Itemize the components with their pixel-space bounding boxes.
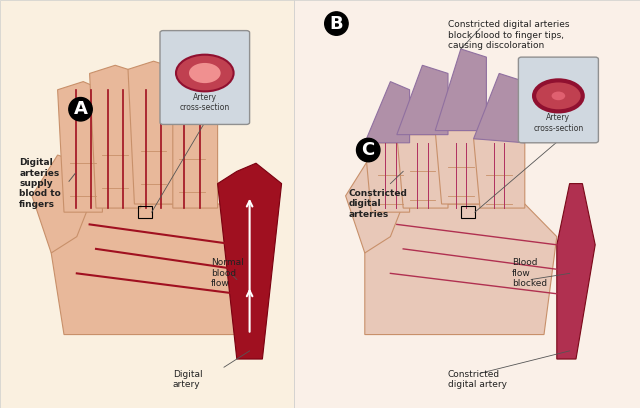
Polygon shape <box>365 143 410 212</box>
Polygon shape <box>128 61 179 204</box>
Bar <box>294 0 640 408</box>
Polygon shape <box>218 163 282 359</box>
Text: A: A <box>74 100 88 118</box>
Circle shape <box>176 55 234 91</box>
Polygon shape <box>397 135 448 208</box>
Text: C: C <box>362 141 375 159</box>
Polygon shape <box>474 73 525 143</box>
Polygon shape <box>365 82 410 143</box>
Circle shape <box>552 91 565 100</box>
Polygon shape <box>32 155 90 253</box>
Text: Artery
cross-section: Artery cross-section <box>533 113 584 133</box>
Bar <box>138 206 152 218</box>
Polygon shape <box>90 65 141 208</box>
FancyBboxPatch shape <box>518 57 598 143</box>
Text: B: B <box>330 15 343 33</box>
Text: Digital
arteries
supply
blood to
fingers: Digital arteries supply blood to fingers <box>19 158 61 209</box>
Bar <box>461 206 475 218</box>
Text: Digital
artery: Digital artery <box>173 370 202 389</box>
Bar <box>0 0 294 408</box>
FancyBboxPatch shape <box>160 31 250 124</box>
Polygon shape <box>173 78 218 208</box>
Polygon shape <box>365 204 557 335</box>
Text: Constricted
digital artery: Constricted digital artery <box>448 370 507 389</box>
Text: Constricted digital arteries
block blood to finger tips,
causing discoloration: Constricted digital arteries block blood… <box>448 20 570 50</box>
Polygon shape <box>435 131 486 204</box>
Polygon shape <box>435 49 486 131</box>
Circle shape <box>189 63 221 83</box>
Text: Blood
flow
blocked: Blood flow blocked <box>512 258 547 288</box>
Text: Normal
blood
flow: Normal blood flow <box>211 258 244 288</box>
Polygon shape <box>474 139 525 208</box>
Polygon shape <box>557 184 595 359</box>
Polygon shape <box>51 204 256 335</box>
Text: Artery
cross-section: Artery cross-section <box>180 93 230 112</box>
Polygon shape <box>397 65 448 135</box>
Text: Constricted
digital
arteries: Constricted digital arteries <box>349 189 408 219</box>
Circle shape <box>534 80 583 111</box>
Polygon shape <box>346 155 403 253</box>
Polygon shape <box>58 82 102 212</box>
